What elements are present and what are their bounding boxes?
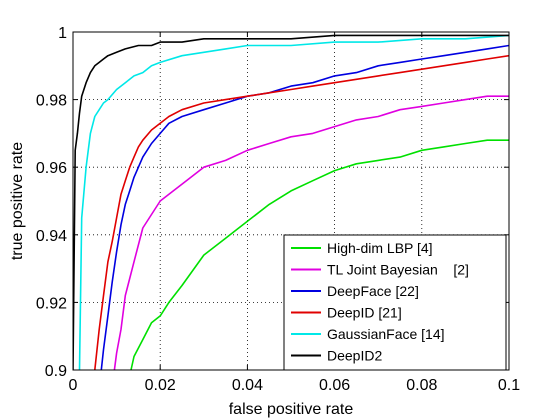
legend-label: DeepID2 <box>327 348 382 364</box>
x-tick-label: 0.04 <box>232 377 263 394</box>
legend-label: High-dim LBP [4] <box>327 240 433 256</box>
y-tick-label: 0.94 <box>36 228 67 245</box>
series-line-5 <box>78 34 509 370</box>
tick-labels: 0 0.02 0.04 0.06 0.08 0.1 0.9 0.92 0.94 0.96 0.98 1 <box>36 25 520 394</box>
y-axis-title: true positive rate <box>9 142 26 260</box>
y-tick-label: 0.96 <box>36 160 67 177</box>
x-tick-label: 0.06 <box>319 377 350 394</box>
x-tick-label: 0 <box>69 377 78 394</box>
series-line-3 <box>100 44 509 370</box>
legend-box <box>283 234 507 371</box>
legend-label: DeepID [21] <box>327 305 402 321</box>
legend-label: TL Joint Bayesian [2] <box>327 262 469 278</box>
grid-lines <box>73 32 509 370</box>
legend: High-dim LBP [4] TL Joint Bayesian [2] Dee… <box>283 234 507 371</box>
series-line-2 <box>113 95 509 370</box>
x-axis-title: false positive rate <box>229 401 354 418</box>
y-tick-label: 0.92 <box>36 295 67 312</box>
series-line-4 <box>94 54 509 370</box>
legend-label: DeepFace [22] <box>327 283 419 299</box>
series-line-1 <box>130 139 509 370</box>
y-tick-label: 0.98 <box>36 93 67 110</box>
y-tick-label: 1 <box>58 25 67 42</box>
x-tick-label: 0.02 <box>145 377 176 394</box>
legend-label: GaussianFace [14] <box>327 326 445 342</box>
x-tick-label: 0.1 <box>498 377 520 394</box>
y-tick-label: 0.9 <box>45 363 67 380</box>
x-tick-label: 0.08 <box>406 377 437 394</box>
